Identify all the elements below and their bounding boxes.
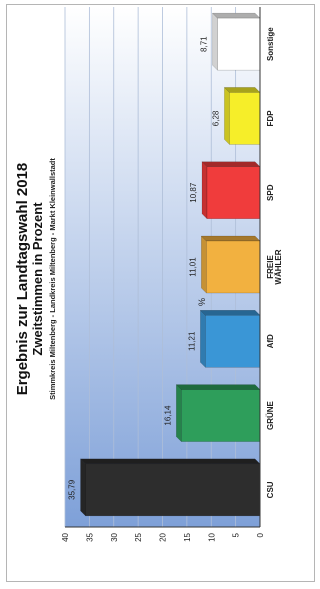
y-tick-label: 15 <box>183 532 192 541</box>
bar-0 <box>79 458 261 517</box>
bar-top <box>201 235 207 294</box>
x-tick-label: CSU <box>266 481 275 498</box>
bar-side <box>200 235 261 242</box>
bar-side <box>211 12 261 19</box>
x-tick-labels: CSU GRÜNE AfD FREIE WÄHLER SPD FDP Sonstige <box>266 27 283 499</box>
bar-face <box>206 240 261 294</box>
bar-top <box>176 383 182 443</box>
y-tick-label: 30 <box>110 532 119 541</box>
value-label: 35,79 <box>68 479 77 500</box>
bar-face <box>205 315 261 368</box>
bar-side <box>175 384 261 390</box>
x-tick-label: WÄHLER <box>274 249 283 284</box>
value-label: 10,87 <box>189 182 198 203</box>
y-tick-label: 20 <box>159 532 168 541</box>
value-label: 11,21 <box>187 331 196 351</box>
bar-2 <box>199 309 261 368</box>
bar-1 <box>175 383 261 443</box>
chart-subtitle: Zweitstimmen in Prozent <box>30 202 45 356</box>
chart-title: Ergebnis zur Landtagswahl 2018 <box>14 163 31 396</box>
x-tick-label: GRÜNE <box>266 400 275 430</box>
y-tick-label: 40 <box>61 532 70 541</box>
bar-face <box>229 92 261 145</box>
bar-top <box>80 458 86 517</box>
y-tick-label: 0 <box>256 532 265 537</box>
bar-side <box>199 310 261 316</box>
value-label: 11,01 <box>188 257 197 277</box>
bar-side <box>201 161 261 167</box>
bar-top <box>200 309 206 368</box>
bar-face <box>206 166 261 219</box>
bar-top <box>224 86 230 146</box>
bar-side <box>79 458 261 465</box>
bar-top <box>201 161 208 220</box>
y-tick-label: 10 <box>207 532 216 541</box>
bars <box>79 12 261 517</box>
y-tick-label: 25 <box>134 532 143 541</box>
bar-3 <box>200 235 261 294</box>
bar-face <box>85 463 261 517</box>
x-tick-label: FDP <box>266 110 275 127</box>
bar-face <box>217 17 261 71</box>
y-tick-label: 5 <box>232 532 241 537</box>
value-labels: 35,79 16,14 11,21 11,01 10,87 6,28 8,71 <box>68 36 221 500</box>
y-tick-labels: 0 5 10 15 20 25 30 35 40 <box>61 532 265 541</box>
y-tick-label: 35 <box>85 532 94 541</box>
value-label: 6,28 <box>211 110 220 126</box>
bar-side <box>223 87 261 93</box>
x-tick-label: SPD <box>266 184 275 201</box>
value-label: 16,14 <box>163 405 172 426</box>
value-label: 8,71 <box>200 36 209 52</box>
bar-5 <box>223 86 261 146</box>
x-tick-label: FREIE <box>266 255 275 279</box>
bar-4 <box>201 161 261 220</box>
bar-face <box>181 389 261 442</box>
bar-6 <box>211 12 261 71</box>
x-tick-label: Sonstige <box>266 27 275 61</box>
bar-top <box>212 12 218 71</box>
y-axis-label: % <box>197 298 207 306</box>
axes <box>65 7 261 528</box>
chart-subtitle-location: Stimmkreis Miltenberg - Landkreis Milten… <box>48 158 57 400</box>
x-tick-label: AfD <box>266 334 275 348</box>
